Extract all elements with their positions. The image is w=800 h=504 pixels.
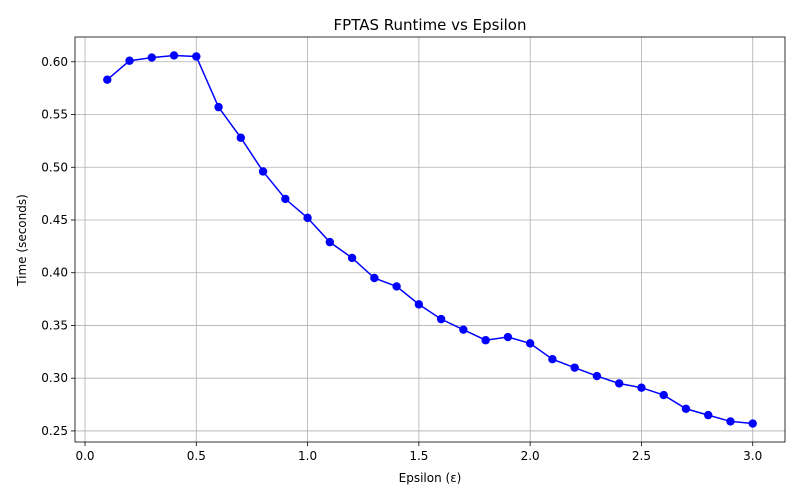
data-point xyxy=(592,371,602,381)
data-point xyxy=(548,355,557,364)
y-tick-label: 0.60 xyxy=(41,55,68,69)
data-point xyxy=(704,410,713,420)
x-tick-label: 1.5 xyxy=(409,449,428,463)
x-tick-label: 1.0 xyxy=(298,449,317,463)
data-point xyxy=(414,300,424,309)
y-tick-label: 0.25 xyxy=(41,424,68,438)
data-point xyxy=(503,332,513,342)
x-tick-label: 0.0 xyxy=(75,449,94,463)
data-point xyxy=(659,390,668,400)
plot-frame xyxy=(74,36,786,443)
data-point xyxy=(125,56,134,65)
grid-lines xyxy=(75,37,785,442)
data-point xyxy=(748,419,757,428)
data-point xyxy=(570,363,579,372)
data-point xyxy=(258,167,268,176)
data-point xyxy=(303,213,312,223)
data-point xyxy=(192,52,201,61)
data-point xyxy=(214,102,223,112)
axes xyxy=(74,36,786,443)
data-point xyxy=(726,417,735,426)
x-tick-label: 3.0 xyxy=(743,449,762,463)
data-point xyxy=(147,53,156,62)
x-tick-label: 2.0 xyxy=(521,449,540,463)
y-tick-label: 0.55 xyxy=(41,108,68,122)
data-series xyxy=(103,51,757,428)
data-point xyxy=(481,336,490,345)
data-point xyxy=(325,237,335,247)
y-ticks: 0.25 0.30 0.35 0.40 0.45 0.50 0.55 0.60 xyxy=(41,55,75,438)
x-tick-label: 0.5 xyxy=(187,449,206,463)
data-point xyxy=(370,273,379,283)
y-tick-label: 0.35 xyxy=(41,318,68,332)
y-tick-label: 0.50 xyxy=(41,160,68,174)
data-point xyxy=(459,325,468,334)
x-axis-label: Epsilon (ε) xyxy=(399,471,462,485)
data-point xyxy=(614,379,624,388)
y-tick-label: 0.40 xyxy=(41,266,68,280)
data-point xyxy=(169,51,179,60)
data-point xyxy=(392,282,401,291)
data-point xyxy=(236,133,246,142)
data-point xyxy=(347,253,357,263)
chart-title: FPTAS Runtime vs Epsilon xyxy=(334,16,527,34)
data-point xyxy=(525,339,535,348)
x-ticks: 0.0 0.5 1.0 1.5 2.0 2.5 3.0 xyxy=(75,442,762,463)
data-point xyxy=(681,404,691,413)
data-point xyxy=(103,75,112,84)
y-axis-label: Time (seconds) xyxy=(15,194,29,287)
data-point xyxy=(637,383,646,392)
y-tick-label: 0.30 xyxy=(41,371,68,385)
x-tick-label: 2.5 xyxy=(632,449,651,463)
data-point xyxy=(281,194,290,204)
data-point xyxy=(436,314,446,324)
y-tick-label: 0.45 xyxy=(41,213,68,227)
